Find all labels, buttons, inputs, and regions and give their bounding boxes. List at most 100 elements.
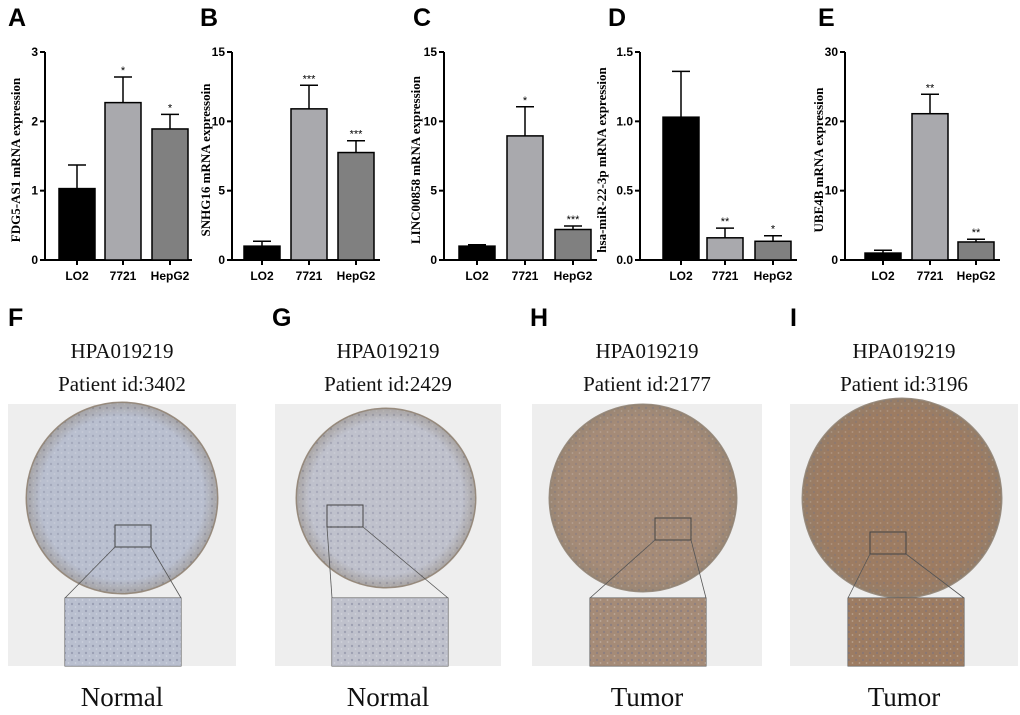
tissue-panel-I: I HPA019219 Patient id:3196 Tumor (790, 304, 1018, 712)
y-tick-label: 1.5 (616, 45, 633, 59)
y-tick-label: 2 (31, 114, 38, 128)
significance-mark: ** (972, 227, 981, 239)
bar-LO2 (458, 245, 496, 261)
y-tick-label: 1.0 (616, 114, 633, 128)
x-tick-label: HepG2 (554, 269, 593, 283)
bar-HepG2 (957, 241, 995, 261)
y-tick-label: 5 (430, 184, 437, 198)
bar-HepG2 (554, 228, 592, 261)
x-tick-label: LO2 (669, 269, 693, 283)
significance-mark: *** (350, 129, 364, 141)
panel-letter: E (818, 4, 835, 32)
bar-chart-D: D 0.0 0.5 1.0 1.5 hsa-miR-22-3p mRNA expressi… (594, 4, 797, 283)
zoom-region-box (114, 524, 152, 548)
significance-mark: ** (926, 82, 935, 94)
tissue-label: Tumor (611, 682, 684, 712)
bar-7721 (706, 237, 744, 261)
y-tick-label: 3 (31, 45, 38, 59)
x-tick-label: HepG2 (151, 269, 190, 283)
zoom-line (150, 546, 182, 599)
y-tick-label: 10 (424, 114, 438, 128)
significance-mark: *** (303, 73, 317, 85)
y-axis-label: SNHG16 mRNA expressoin (198, 83, 213, 237)
tissue-panel-F: F HPA019219 Patient id:3402 Normal (8, 304, 236, 712)
zoom-inset-texture (332, 598, 448, 666)
x-tick-label: 7721 (296, 269, 323, 283)
tissue-label: Normal (347, 682, 429, 712)
y-axis-label: UBE4B mRNA expression (811, 87, 826, 233)
bar-7721 (104, 101, 142, 261)
bar-LO2 (58, 187, 96, 261)
x-tick-label: LO2 (65, 269, 89, 283)
tissue-core-texture (297, 409, 475, 587)
zoom-region-box (654, 517, 692, 541)
bar-chart-E: E 0 10 20 30 UBE4B mRNA expression LO2 7721 ** He… (811, 4, 1000, 283)
patient-id: Patient id:3196 (840, 372, 968, 396)
y-tick-label: 0 (31, 253, 38, 267)
y-tick-label: 20 (825, 114, 839, 128)
y-axis-label: hsa-miR-22-3p mRNA expression (594, 67, 609, 253)
x-tick-label: 7721 (917, 269, 944, 283)
tissue-panel-H: H HPA019219 Patient id:2177 Tumor (530, 304, 762, 712)
bar-LO2 (864, 252, 902, 261)
bar-chart-B: B 0 5 10 15 SNHG16 mRNA expressoin LO2 7721 *** H… (198, 4, 380, 283)
panel-letter: A (8, 4, 26, 32)
y-tick-label: 0.5 (616, 184, 633, 198)
significance-mark: * (771, 224, 776, 236)
zoom-inset-texture (848, 598, 964, 666)
y-tick-label: 15 (212, 45, 226, 59)
patient-id: Patient id:2429 (324, 372, 452, 396)
bar-LO2 (662, 116, 700, 261)
y-tick-label: 0 (430, 253, 437, 267)
antibody-id: HPA019219 (336, 339, 439, 363)
tissue-core-texture (550, 405, 736, 591)
zoom-region-box (326, 504, 364, 528)
panel-letter: C (413, 4, 431, 32)
antibody-id: HPA019219 (595, 339, 698, 363)
zoom-line (362, 526, 449, 599)
bar-HepG2 (754, 240, 792, 261)
bar-7721 (911, 112, 949, 261)
zoom-region-box (869, 531, 907, 555)
x-tick-label: HepG2 (957, 269, 996, 283)
x-tick-label: LO2 (871, 269, 895, 283)
x-tick-label: HepG2 (754, 269, 793, 283)
y-tick-label: 5 (218, 184, 225, 198)
bar-HepG2 (337, 151, 375, 261)
significance-mark: ** (721, 216, 730, 228)
tissue-panel-G: G HPA019219 Patient id:2429 Normal (272, 304, 501, 712)
zoom-line (326, 526, 333, 599)
antibody-id: HPA019219 (70, 339, 173, 363)
antibody-id: HPA019219 (852, 339, 955, 363)
y-tick-label: 0 (218, 253, 225, 267)
x-tick-label: 7721 (512, 269, 539, 283)
bar-7721 (290, 108, 328, 261)
y-tick-label: 1 (31, 184, 38, 198)
zoom-line (589, 539, 656, 599)
panel-letter: H (530, 304, 548, 332)
zoom-inset-texture (65, 598, 181, 666)
y-tick-label: 10 (212, 114, 226, 128)
significance-mark: * (523, 95, 528, 107)
y-axis-label: LINC00858 mRNA expression (408, 75, 423, 244)
bar-chart-C: C 0 5 10 15 LINC00858 mRNA expression LO2 7721 *… (408, 4, 597, 283)
x-tick-label: 7721 (110, 269, 137, 283)
panel-letter: G (272, 304, 291, 332)
patient-id: Patient id:2177 (583, 372, 711, 396)
y-tick-label: 0.0 (616, 253, 633, 267)
zoom-line (905, 553, 965, 599)
bar-LO2 (243, 245, 281, 261)
zoom-inset-texture (590, 598, 706, 666)
x-tick-label: LO2 (465, 269, 489, 283)
bar-HepG2 (151, 128, 189, 261)
bar-7721 (506, 135, 544, 261)
x-tick-label: HepG2 (337, 269, 376, 283)
tissue-label: Tumor (868, 682, 941, 712)
patient-id: Patient id:3402 (58, 372, 186, 396)
panel-letter: I (790, 304, 797, 332)
bar-chart-A: A 0 1 2 3 FDG5-AS1 mRNA expression LO2 7721 * Hep… (8, 4, 192, 283)
y-tick-label: 15 (424, 45, 438, 59)
y-axis-label: FDG5-AS1 mRNA expression (8, 77, 23, 242)
